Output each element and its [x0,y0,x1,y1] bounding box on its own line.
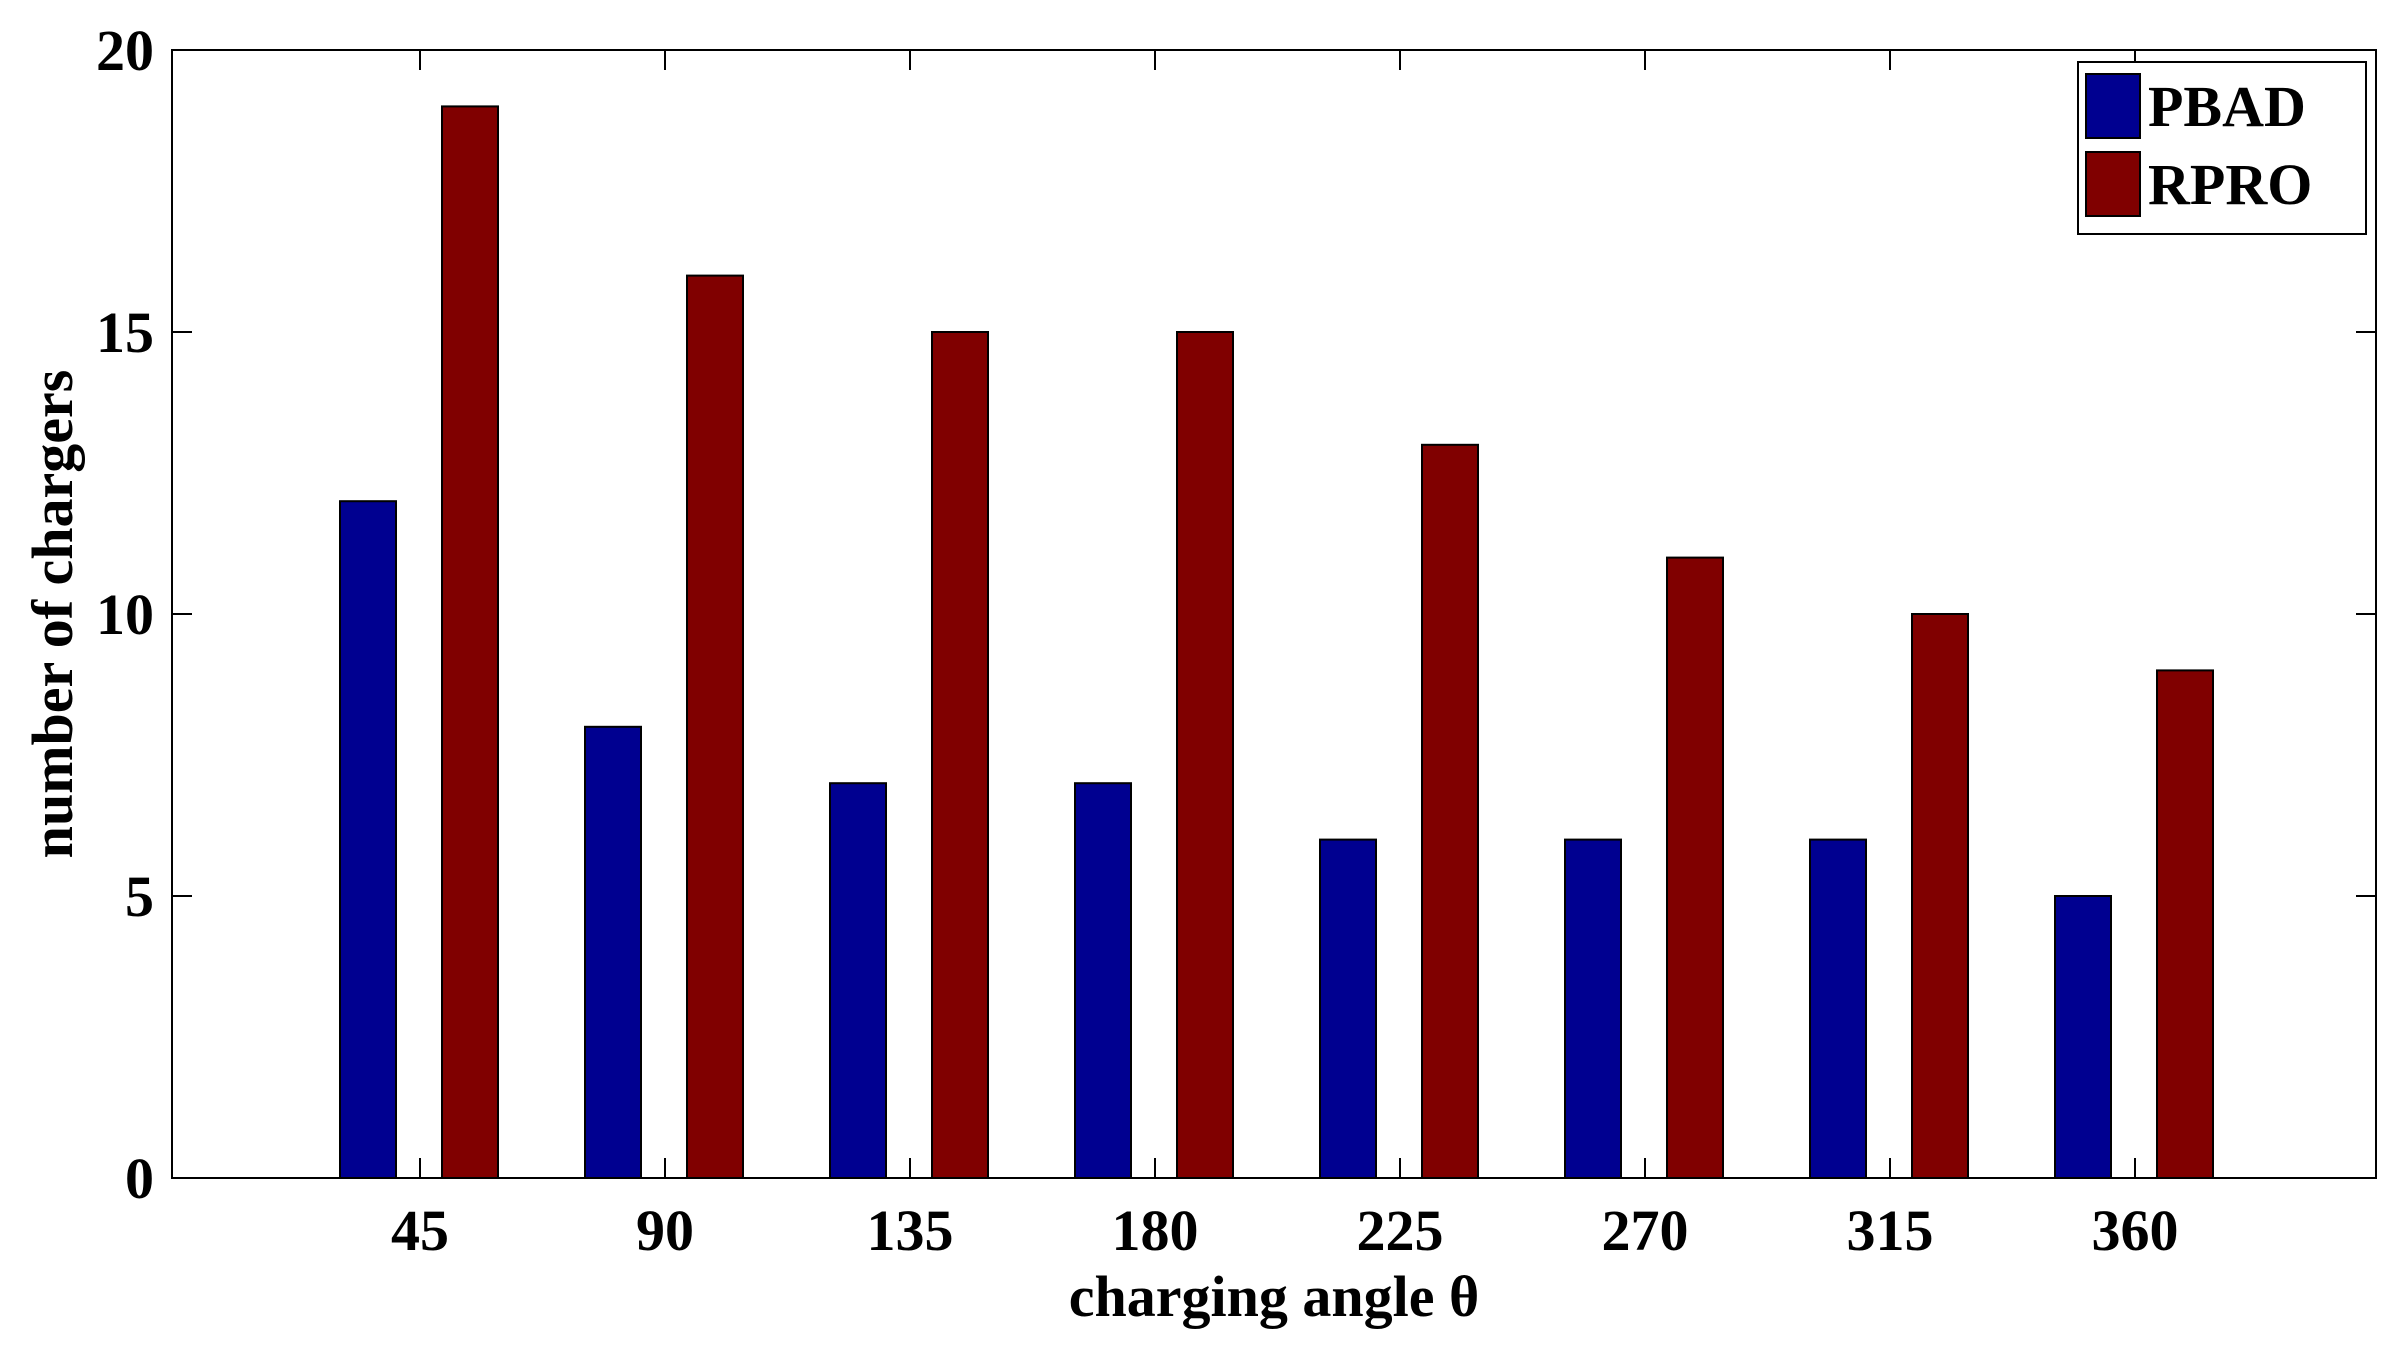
bar-rpro-225 [1421,443,1479,1179]
x-tick-label: 45 [391,1198,449,1263]
bar-pbad-360 [2054,895,2112,1179]
y-tick-label: 5 [125,864,154,929]
axis-ticks [172,49,2376,1179]
bar-pbad-45 [339,500,397,1179]
legend: PBAD RPRO [2077,61,2367,235]
bars [339,105,2214,1180]
bar-rpro-360 [2156,669,2214,1180]
x-axis-label: charging angle θ [1069,1264,1480,1329]
x-tick-label: 360 [2092,1198,2179,1263]
x-tick-label: 135 [867,1198,954,1263]
y-tick-label: 0 [125,1146,154,1211]
y-axis-label: number of chargers [20,370,85,859]
bar-pbad-225 [1319,838,1377,1179]
y-tick-label: 10 [96,582,154,647]
bar-rpro-45 [441,105,499,1179]
x-tick-label: 315 [1847,1198,1934,1263]
bar-rpro-90 [686,274,744,1180]
bar-rpro-180 [1176,331,1234,1179]
bar-pbad-315 [1809,838,1867,1179]
legend-swatch-pbad [2085,73,2141,139]
bar-rpro-270 [1666,556,1724,1179]
bar-pbad-270 [1564,838,1622,1179]
legend-label-pbad: PBAD [2148,74,2306,139]
x-tick-label: 225 [1357,1198,1444,1263]
legend-label-rpro: RPRO [2148,152,2312,217]
y-tick-labels: 0 5 10 15 20 [96,18,154,1211]
bar-pbad-135 [829,782,887,1179]
x-tick-labels: 45 90 135 180 225 270 315 360 [391,1198,2179,1263]
legend-swatch-rpro [2085,151,2141,217]
x-tick-label: 180 [1112,1198,1199,1263]
bar-pbad-90 [584,725,642,1179]
bar-rpro-135 [931,331,989,1179]
bar-pbad-180 [1074,782,1132,1179]
bar-rpro-315 [1911,613,1969,1179]
y-tick-label: 20 [96,18,154,83]
y-tick-label: 15 [96,300,154,365]
plot-area [171,49,2377,1179]
x-tick-label: 270 [1602,1198,1689,1263]
x-tick-label: 90 [636,1198,694,1263]
